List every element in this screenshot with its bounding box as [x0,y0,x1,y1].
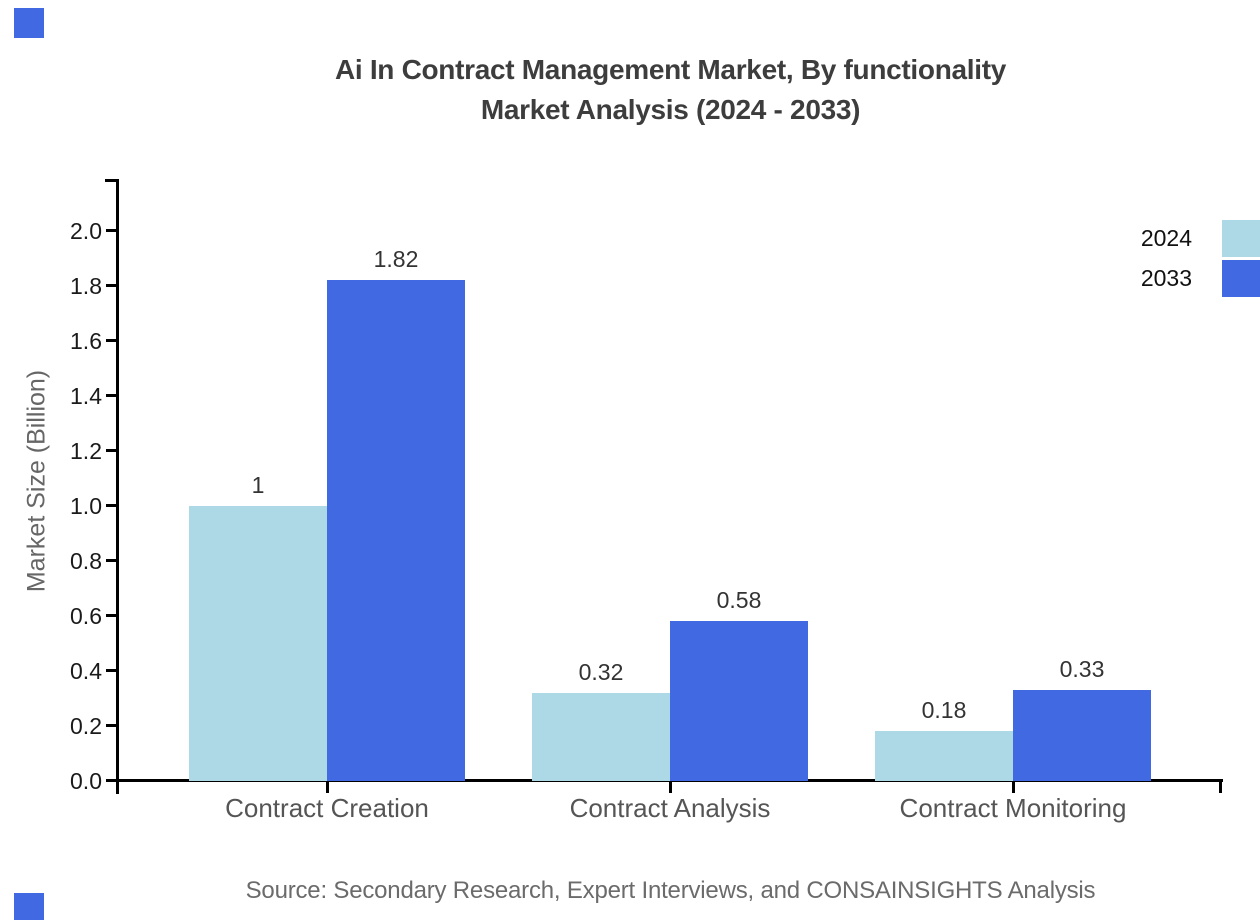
bar-value-label: 0.58 [716,587,762,613]
y-tick-label: 0.2 [70,712,102,739]
legend-swatch-2033-icon [1222,260,1260,297]
legend-item-2033: 2033 [1100,260,1260,297]
bar-value-label: 1 [251,471,265,498]
x-axis-spine [107,779,1223,782]
corner-accent-bottom-left [14,893,44,920]
y-tick-mark [106,339,117,342]
y-tick-label: 2.0 [70,217,102,244]
x-category-label: Contract Creation [225,793,429,823]
y-tick-label: 1.6 [70,327,102,354]
y-tick-label: 0.8 [70,547,102,574]
x-tick-mark [325,780,329,793]
y-tick-mark [106,504,117,507]
y-tick-mark [106,669,117,672]
y-tick-label: 1.8 [70,272,102,299]
chart-title: Ai In Contract Management Market, By fun… [118,50,1223,130]
x-category-label: Contract Monitoring [899,793,1127,823]
chart-title-line1: Ai In Contract Management Market, By fun… [334,54,1007,85]
y-tick-mark [106,449,117,452]
y-tick-mark [106,229,117,232]
y-tick-mark [106,724,117,727]
x-tick-mark [668,780,672,793]
y-tick-label: 1.0 [70,492,102,519]
y-tick-mark [106,394,117,397]
y-tick-mark [106,284,117,287]
x-axis-right-cap [1219,779,1222,793]
y-tick-mark [106,779,117,782]
y-tick-label: 0.4 [70,657,102,684]
y-axis-spine [116,180,119,794]
bar-value-label: 1.82 [373,246,419,272]
bar-value-label: 0.18 [921,697,967,723]
y-tick-label: 1.4 [70,382,102,409]
y-tick-mark [106,614,117,617]
bar-2024-0 [189,505,327,781]
x-tick-mark [1011,780,1015,793]
bar-2033-2 [1013,689,1151,781]
y-tick-label: 0.0 [70,767,102,794]
legend-label-2024: 2024 [1140,225,1192,251]
y-tick-mark [106,559,117,562]
bar-value-label: 0.32 [578,658,624,685]
y-tick-label: 0.6 [70,602,102,629]
source-note: Source: Secondary Research, Expert Inter… [245,877,1096,904]
y-axis-top-cap [105,179,119,182]
x-category-label: Contract Analysis [569,793,771,823]
chart-legend: 2024 2033 [1100,220,1260,300]
bar-value-label: 0.33 [1059,655,1105,682]
chart-title-line2: Market Analysis (2024 - 2033) [480,94,861,125]
legend-label-2033: 2033 [1140,265,1192,291]
y-tick-label: 1.2 [70,437,102,464]
bar-2033-1 [670,621,808,781]
legend-item-2024: 2024 [1100,220,1260,257]
corner-accent-top-left [14,8,44,38]
legend-swatch-2024-icon [1222,220,1260,257]
bar-2024-1 [532,692,670,781]
bar-2033-0 [327,280,465,781]
bar-2024-2 [875,731,1013,781]
